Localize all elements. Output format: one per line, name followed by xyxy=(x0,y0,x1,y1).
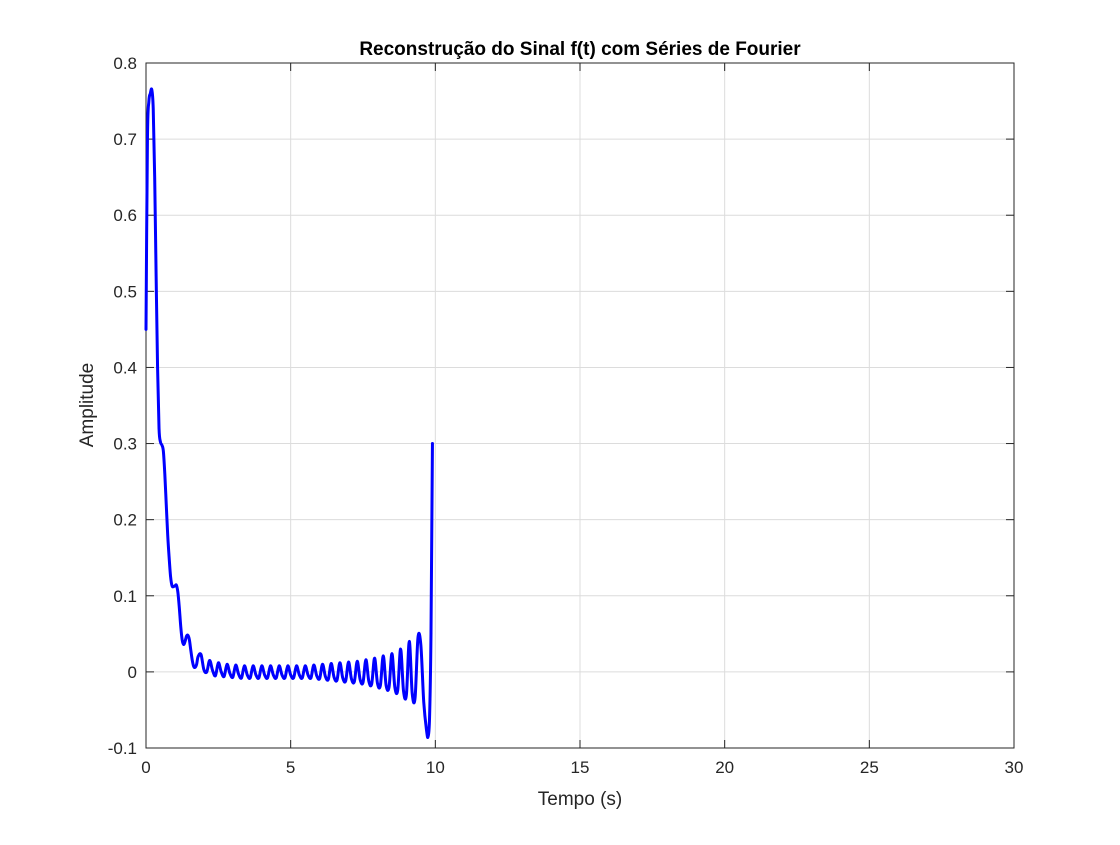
y-tick-label: 0.6 xyxy=(113,206,137,225)
series-line-f(t) xyxy=(144,87,434,740)
x-axis-label: Tempo (s) xyxy=(538,789,622,810)
y-tick-label: 0.2 xyxy=(113,511,137,530)
x-tick-label: 25 xyxy=(860,758,879,777)
x-tick-label: 5 xyxy=(286,758,295,777)
x-tick-label: 10 xyxy=(426,758,445,777)
series-group xyxy=(144,87,434,740)
y-tick-label: 0 xyxy=(128,663,137,682)
y-tick-label: 0.8 xyxy=(113,54,137,73)
x-tick-label: 30 xyxy=(1005,758,1024,777)
x-tick-label: 20 xyxy=(715,758,734,777)
y-tick-label: 0.4 xyxy=(113,358,137,377)
y-axis-label: Amplitude xyxy=(77,363,98,448)
axis-ticks: 0 5 10 15 20 25 30-0.100.10.20.30.40.50.60.70.… xyxy=(108,54,1024,777)
y-tick-label: 0.1 xyxy=(113,587,137,606)
x-tick-label: 15 xyxy=(571,758,590,777)
y-tick-label: 0.7 xyxy=(113,130,137,149)
x-tick-label: 0 xyxy=(141,758,150,777)
y-tick-label: -0.1 xyxy=(108,739,137,758)
y-tick-label: 0.5 xyxy=(113,282,137,301)
y-tick-label: 0.3 xyxy=(113,435,137,454)
chart-title: Reconstrução do Sinal f(t) com Séries de… xyxy=(359,39,801,60)
